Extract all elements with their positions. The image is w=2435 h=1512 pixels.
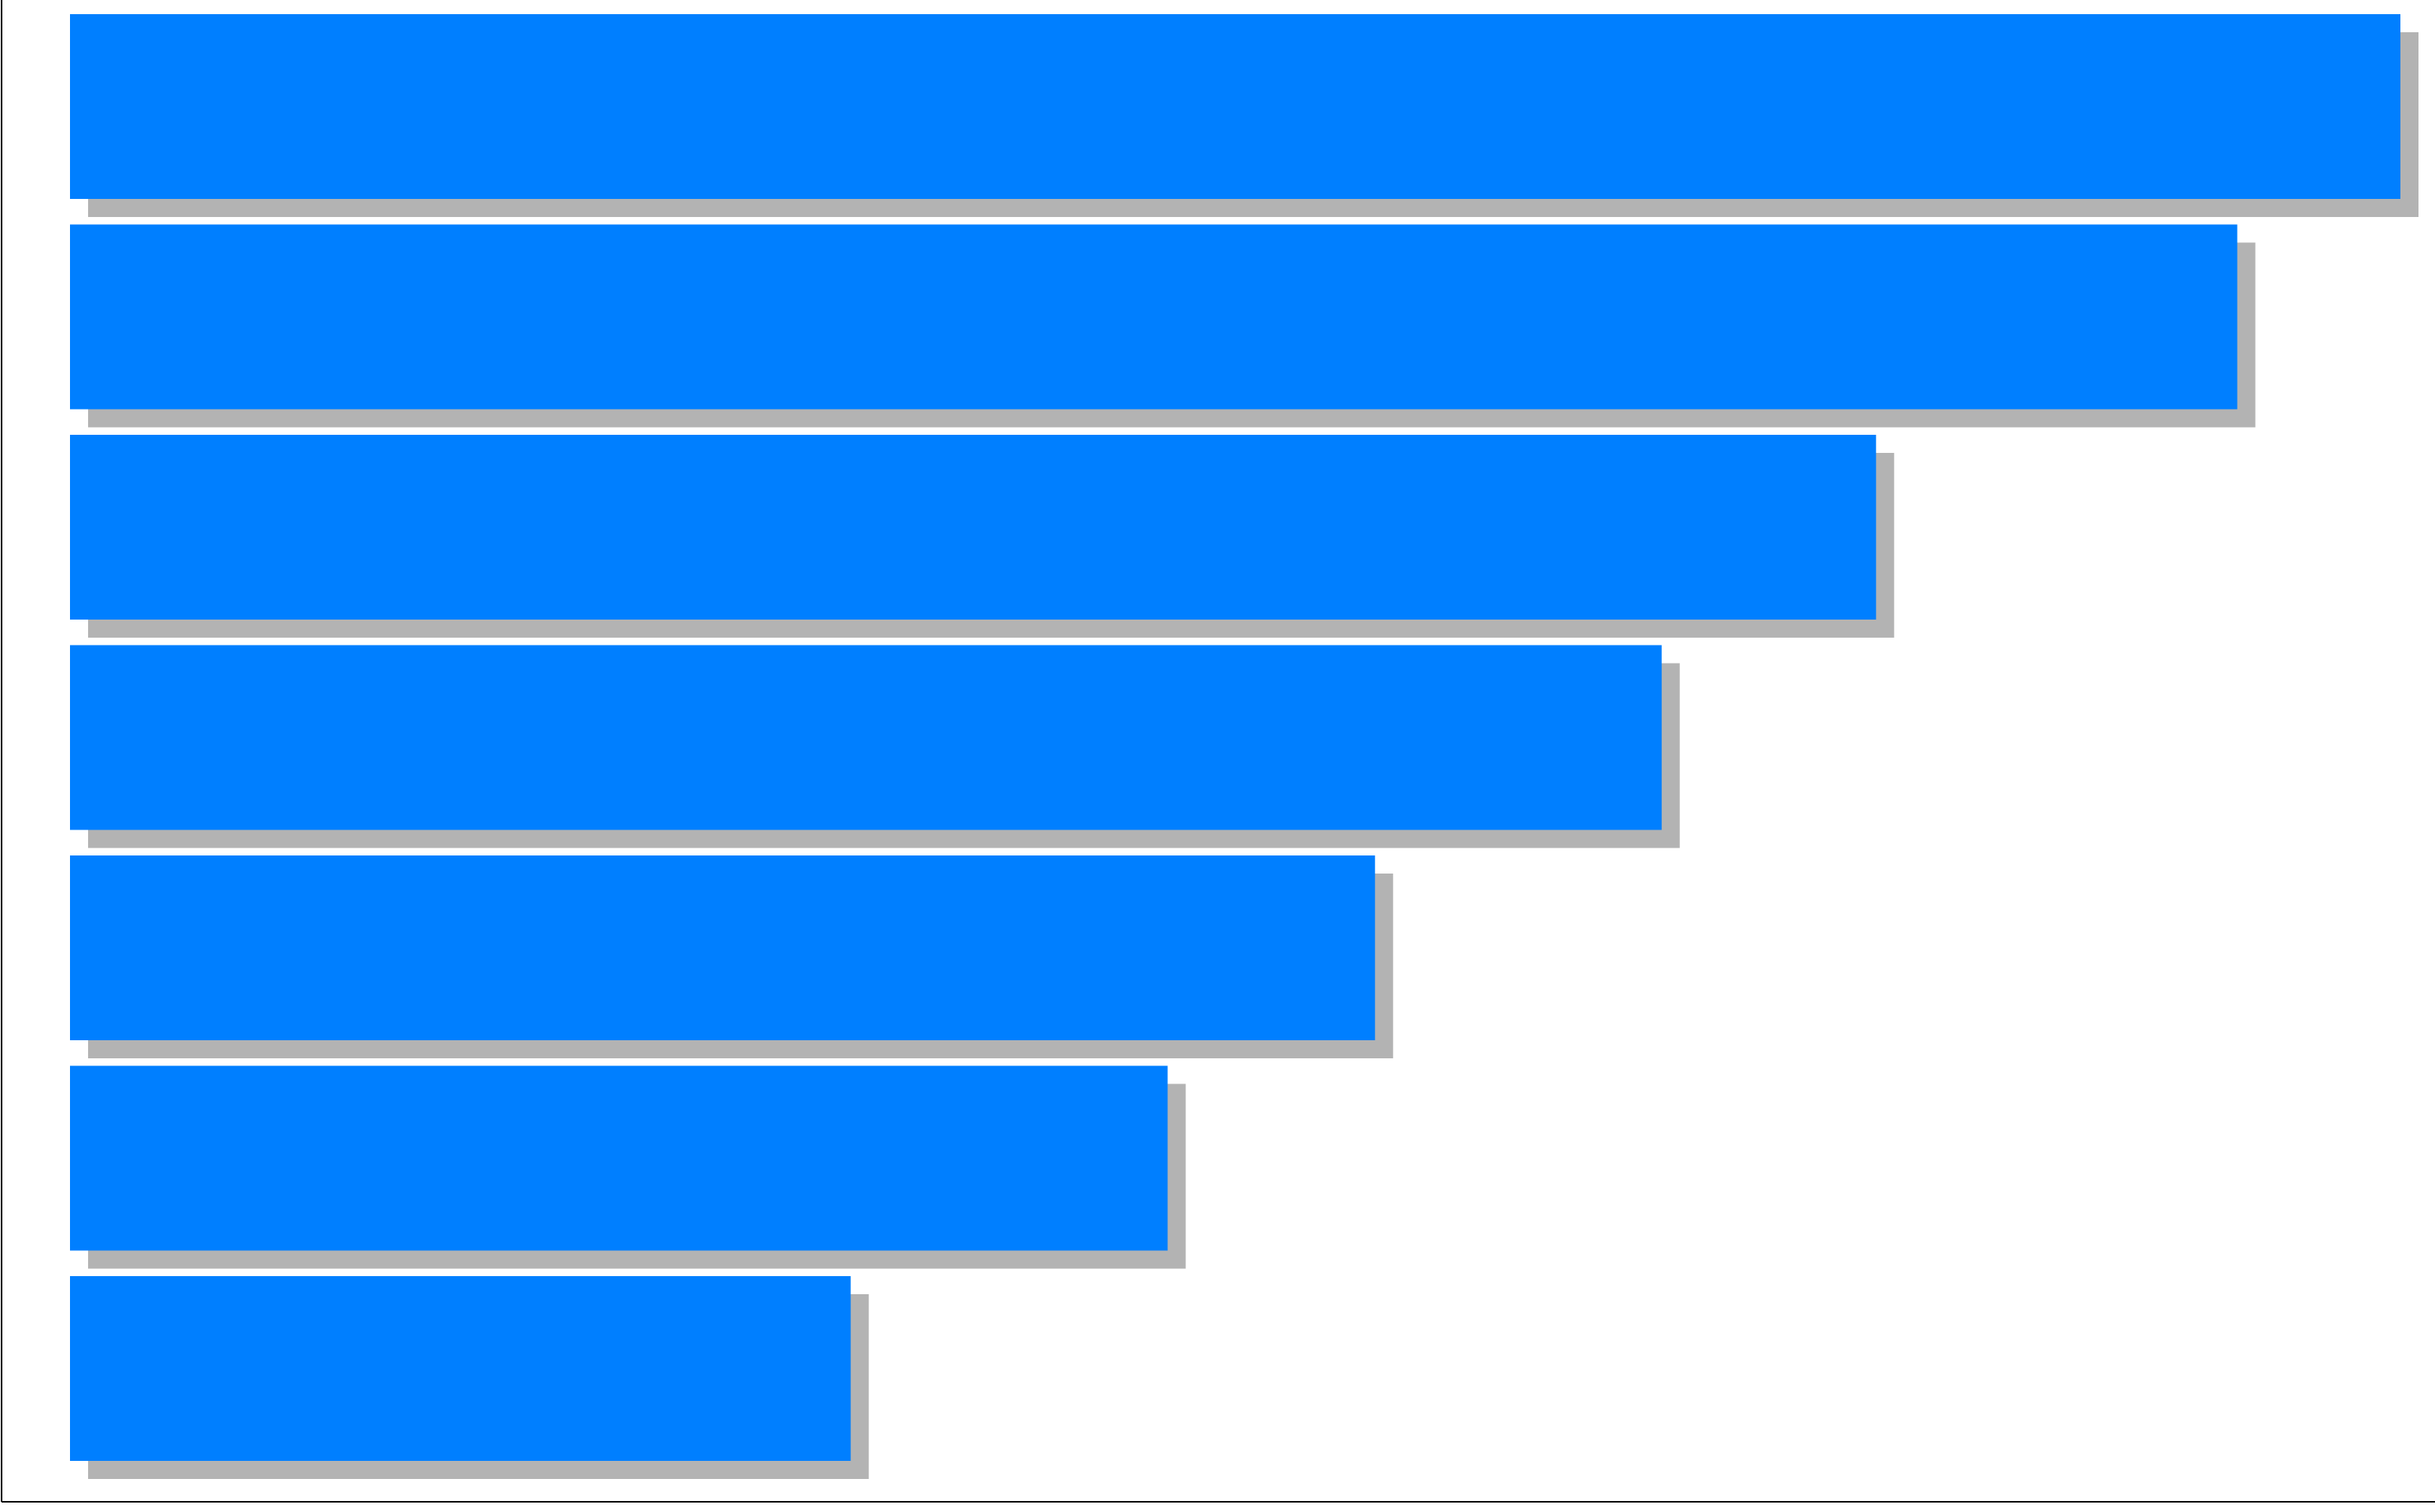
bar-1 [70,14,2400,199]
bars [70,14,2400,1461]
bar-5 [70,855,1376,1040]
bar-4 [70,645,1662,830]
bar-3 [70,435,1877,620]
bar-6 [70,1065,1168,1251]
bar-2 [70,224,2238,410]
bar-7 [70,1276,851,1461]
